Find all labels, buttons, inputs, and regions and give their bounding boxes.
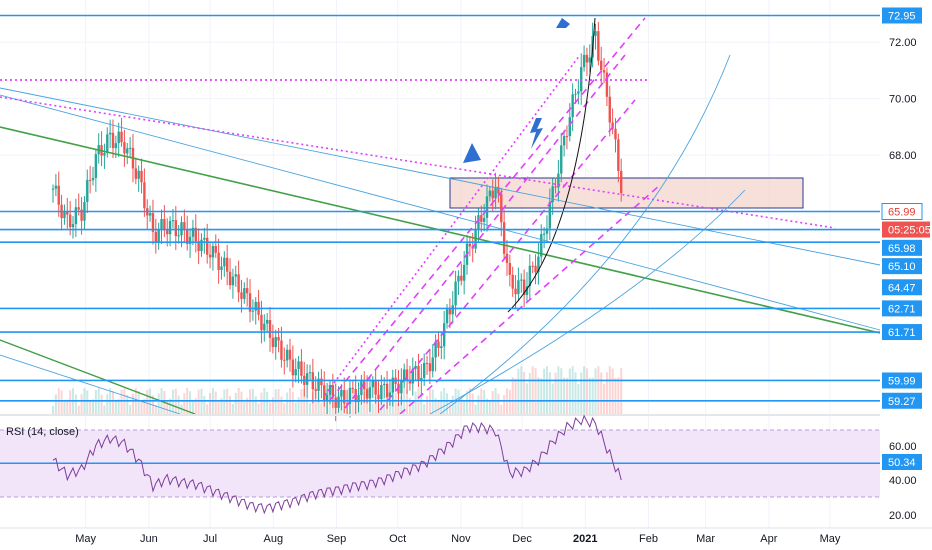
price-label-badge xyxy=(882,239,922,256)
price-tick-label: 72.00 xyxy=(889,37,917,49)
price-tick-label: 70.00 xyxy=(889,94,917,106)
flag-marker-icon xyxy=(556,18,570,28)
candlestick-series xyxy=(51,22,623,422)
time-tick-label: May xyxy=(820,533,841,545)
rsi-last-value-label: 50.34 xyxy=(888,457,916,469)
time-tick-label: Apr xyxy=(760,533,777,545)
price-label: 59.99 xyxy=(888,375,916,387)
time-tick-label: May xyxy=(75,533,96,545)
price-label-badge xyxy=(882,7,922,24)
time-tick-label: Mar xyxy=(696,533,715,545)
price-label-badge xyxy=(881,203,923,221)
rsi-title: RSI (14, close) xyxy=(6,426,79,438)
time-tick-label: Dec xyxy=(512,533,532,545)
rsi-line xyxy=(52,414,622,515)
horizontal-levels xyxy=(0,14,880,402)
time-tick-label: Sep xyxy=(327,533,347,545)
price-axis[interactable]: 72.00 70.00 68.00 72.95 65.99 05:25:05 65.98 65… xyxy=(880,0,932,414)
markers xyxy=(463,18,570,163)
price-tick-label: 68.00 xyxy=(889,150,917,162)
price-label: 65.98 xyxy=(888,243,916,255)
time-tick-label: 2021 xyxy=(573,533,597,545)
rsi-tick-label: 20.00 xyxy=(889,510,917,522)
rsi-last-value-badge xyxy=(882,454,922,470)
price-label-badge xyxy=(882,300,922,317)
pane-separator[interactable] xyxy=(0,414,880,416)
price-label-badge xyxy=(882,372,922,389)
rsi-tick-label: 40.00 xyxy=(889,475,917,487)
triangle-marker-icon xyxy=(463,143,481,163)
time-tick-label: Nov xyxy=(451,533,471,545)
price-label: 72.95 xyxy=(888,10,916,22)
price-label-badge xyxy=(882,221,930,238)
rsi-pane[interactable]: RSI (14, close) xyxy=(0,414,880,515)
price-pane[interactable] xyxy=(0,14,881,422)
price-label: 61.71 xyxy=(888,327,916,339)
price-label: 62.71 xyxy=(888,303,916,315)
rsi-tick-label: 60.00 xyxy=(889,441,917,453)
lightning-marker-icon xyxy=(530,118,543,149)
price-label-badge xyxy=(882,279,922,296)
time-tick-label: Feb xyxy=(639,533,658,545)
time-tick-label: Jun xyxy=(140,533,158,545)
time-tick-label: Aug xyxy=(263,533,283,545)
supply-zone-rectangle[interactable] xyxy=(449,177,804,209)
price-label: 64.47 xyxy=(888,282,916,294)
price-label: 65.99 xyxy=(888,207,916,219)
price-label: 59.27 xyxy=(888,396,916,408)
rsi-axis[interactable]: 60.00 40.00 20.00 50.34 xyxy=(882,441,922,522)
price-label: 05:25:05 xyxy=(888,225,931,237)
price-label-badge xyxy=(882,392,922,409)
time-tick-label: Oct xyxy=(389,533,406,545)
time-tick-label: Jul xyxy=(203,533,217,545)
price-label-badge xyxy=(882,324,922,341)
price-label-badge xyxy=(882,258,922,275)
price-label: 65.10 xyxy=(888,261,916,273)
time-axis[interactable]: May Jun Jul Aug Sep Oct Nov Dec 2021 Feb Mar Apr May xyxy=(0,527,932,545)
